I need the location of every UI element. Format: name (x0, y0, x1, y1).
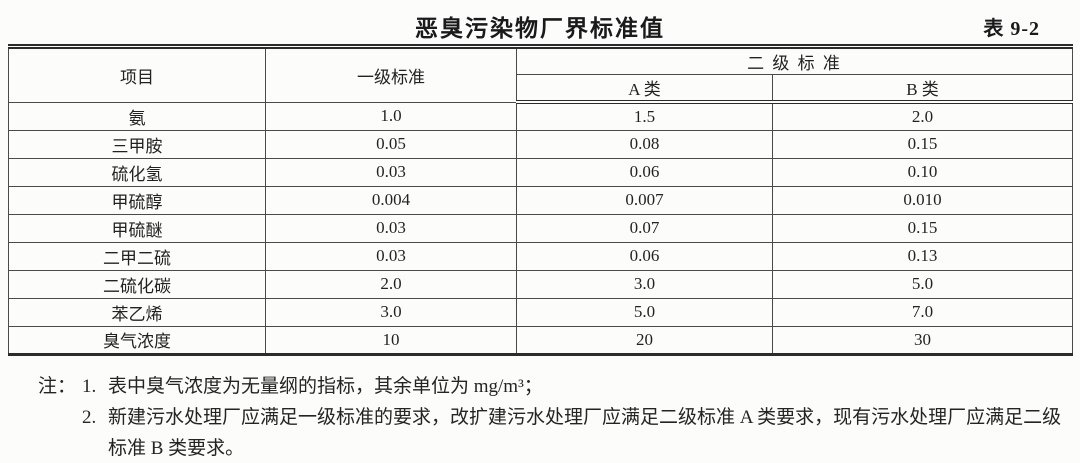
cell-level1-value: 10 (265, 325, 517, 355)
header-level1: 一级标准 (265, 46, 517, 103)
table-row: 三甲胺 0.05 0.08 0.15 (8, 129, 1073, 159)
table-row: 苯乙烯 3.0 5.0 7.0 (8, 297, 1073, 327)
table-row: 氨 1.0 1.5 2.0 (8, 101, 1073, 131)
cell-class-a-value: 5.0 (516, 297, 773, 327)
footnotes: 注： 1. 表中臭气浓度为无量纲的指标，其余单位为 mg/m³； 2. 新建污水… (38, 371, 1070, 463)
header-row-1: 项目 一级标准 二 级 标 准 (8, 46, 1073, 103)
cell-class-a-value: 0.07 (516, 213, 773, 243)
page-title: 恶臭污染物厂界标准值 (415, 16, 665, 42)
table-row: 硫化氢 0.03 0.06 0.10 (8, 157, 1073, 187)
cell-class-b-value: 0.13 (772, 241, 1073, 271)
cell-class-a-value: 0.08 (516, 129, 773, 159)
cell-class-a-value: 1.5 (516, 101, 773, 131)
cell-class-b-value: 0.010 (772, 185, 1073, 215)
cell-class-b-value: 5.0 (772, 269, 1073, 299)
cell-level1-value: 0.03 (265, 213, 517, 243)
table-row: 二硫化碳 2.0 3.0 5.0 (8, 269, 1073, 299)
cell-level1-value: 2.0 (265, 269, 517, 299)
footnote-text: 新建污水处理厂应满足一级标准的要求，改扩建污水处理厂应满足二级标准 A 类要求，… (108, 407, 1062, 459)
header-class-b: B 类 (772, 74, 1073, 104)
footnote-text: 表中臭气浓度为无量纲的指标，其余单位为 mg/m³； (108, 376, 543, 397)
cell-class-b-value: 0.10 (772, 157, 1073, 187)
cell-item-name: 臭气浓度 (8, 325, 266, 355)
cell-class-a-value: 20 (516, 325, 773, 355)
cell-level1-value: 0.05 (265, 129, 517, 159)
cell-class-b-value: 30 (772, 325, 1073, 355)
cell-item-name: 二甲二硫 (8, 241, 266, 271)
cell-item-name: 硫化氢 (8, 157, 266, 187)
cell-level1-value: 0.004 (265, 185, 517, 215)
cell-item-name: 苯乙烯 (8, 297, 266, 327)
cell-item-name: 甲硫醇 (8, 185, 266, 215)
header-item: 项目 (8, 46, 266, 103)
cell-level1-value: 3.0 (265, 297, 517, 327)
cell-class-b-value: 7.0 (772, 297, 1073, 327)
cell-class-a-value: 3.0 (516, 269, 773, 299)
table-row: 甲硫醇 0.004 0.007 0.010 (8, 185, 1073, 215)
cell-class-a-value: 0.06 (516, 241, 773, 271)
cell-level1-value: 0.03 (265, 157, 517, 187)
cell-class-a-value: 0.06 (516, 157, 773, 187)
cell-level1-value: 0.03 (265, 241, 517, 271)
footnote-label: 注： (38, 376, 77, 397)
header-class-a: A 类 (516, 74, 773, 104)
table-row: 臭气浓度 10 20 30 (8, 325, 1073, 355)
standards-table: 项目 一级标准 二 级 标 准 A 类 B 类 氨 1.0 1.5 2.0 三甲… (8, 44, 1073, 356)
cell-class-b-value: 0.15 (772, 129, 1073, 159)
cell-item-name: 甲硫醚 (8, 213, 266, 243)
header-row-2: A 类 B 类 (9, 74, 1073, 104)
cell-class-b-value: 0.15 (772, 213, 1073, 243)
footnote-number: 1. (82, 376, 97, 397)
cell-class-b-value: 2.0 (772, 101, 1073, 131)
title-bar: 恶臭污染物厂界标准值 表 9-2 (0, 0, 1080, 44)
cell-item-name: 三甲胺 (8, 129, 266, 159)
cell-level1-value: 1.0 (265, 101, 517, 131)
header-level2: 二 级 标 准 (516, 46, 1073, 75)
footnote-1: 注： 1. 表中臭气浓度为无量纲的指标，其余单位为 mg/m³； (38, 371, 1070, 402)
cell-item-name: 氨 (8, 101, 266, 131)
cell-class-a-value: 0.007 (516, 185, 773, 215)
footnote-number: 2. (82, 407, 97, 428)
cell-item-name: 二硫化碳 (8, 269, 266, 299)
footnote-2: 2. 新建污水处理厂应满足一级标准的要求，改扩建污水处理厂应满足二级标准 A 类… (38, 402, 1070, 463)
table-row: 甲硫醚 0.03 0.07 0.15 (8, 213, 1073, 243)
table-row: 二甲二硫 0.03 0.06 0.13 (8, 241, 1073, 271)
table-number-label: 表 9-2 (983, 18, 1040, 40)
